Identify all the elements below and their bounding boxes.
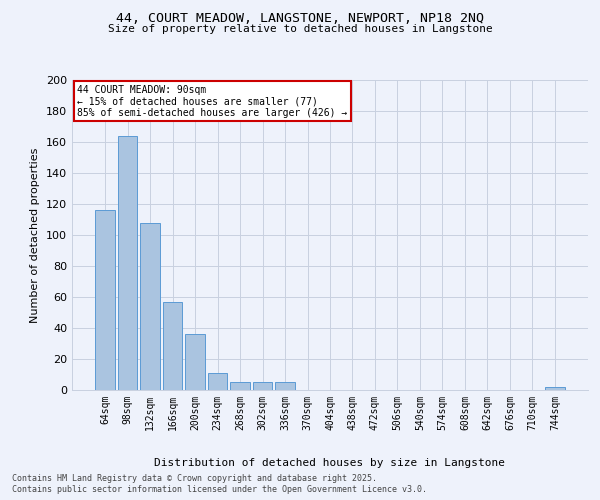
Bar (545, 387, 565, 390)
Bar (208, 373, 227, 390)
Bar (95, 210, 115, 390)
Text: Distribution of detached houses by size in Langstone: Distribution of detached houses by size … (155, 458, 505, 468)
Bar (230, 382, 250, 390)
Bar (185, 334, 205, 390)
Bar (253, 382, 272, 390)
Text: 44 COURT MEADOW: 90sqm
← 15% of detached houses are smaller (77)
85% of semi-det: 44 COURT MEADOW: 90sqm ← 15% of detached… (77, 84, 347, 118)
Y-axis label: Number of detached properties: Number of detached properties (31, 148, 40, 322)
Text: 44, COURT MEADOW, LANGSTONE, NEWPORT, NP18 2NQ: 44, COURT MEADOW, LANGSTONE, NEWPORT, NP… (116, 12, 484, 26)
Bar (275, 382, 295, 390)
Text: Size of property relative to detached houses in Langstone: Size of property relative to detached ho… (107, 24, 493, 34)
Text: Contains HM Land Registry data © Crown copyright and database right 2025.
Contai: Contains HM Land Registry data © Crown c… (12, 474, 427, 494)
Bar (140, 222, 160, 390)
Bar (118, 136, 137, 390)
Bar (163, 302, 182, 390)
